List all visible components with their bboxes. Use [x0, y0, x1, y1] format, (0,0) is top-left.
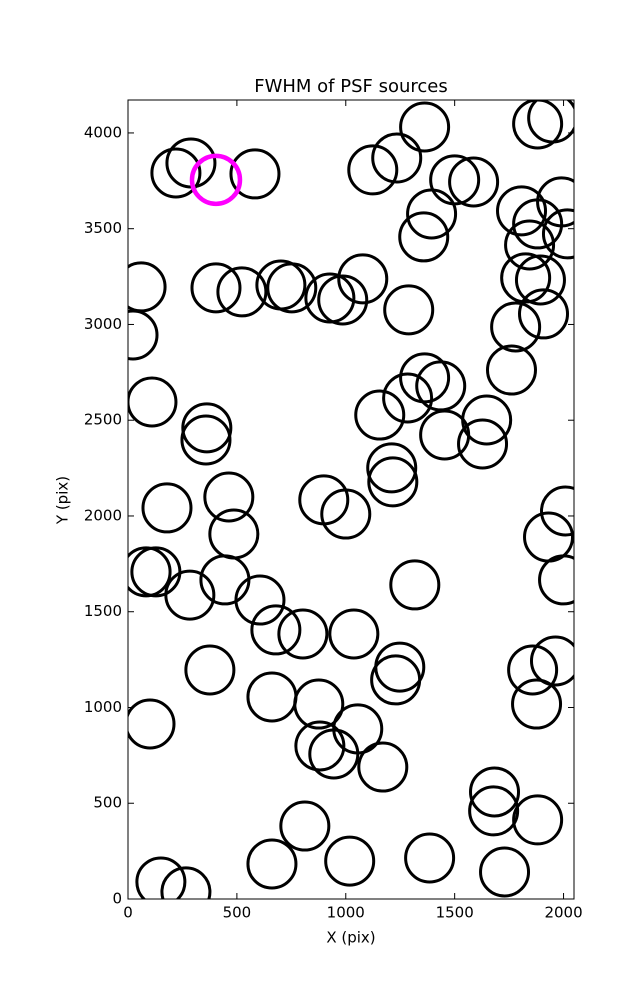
x-tick-label: 500: [223, 904, 252, 922]
source-circle: [250, 604, 302, 656]
source-circle: [354, 389, 406, 441]
source-circle: [538, 554, 574, 606]
source-circle: [298, 474, 350, 526]
x-tick-label: 1500: [436, 904, 474, 922]
source-circle: [496, 185, 548, 237]
source-circle: [164, 569, 216, 621]
source-circle: [398, 211, 450, 263]
source-circle: [406, 188, 458, 240]
source-circle: [367, 456, 419, 508]
y-tick-label: 2500: [84, 411, 122, 429]
source-circle: [189, 153, 243, 207]
source-circle: [404, 832, 456, 884]
source-circle: [541, 208, 574, 260]
source-circle: [457, 418, 509, 470]
source-circle: [135, 856, 187, 899]
source-circle: [536, 176, 574, 228]
source-circle: [293, 678, 345, 730]
source-circle: [150, 147, 202, 199]
source-circle: [216, 266, 268, 318]
source-circle: [383, 284, 435, 336]
source-circle: [512, 100, 564, 150]
source-circle: [371, 132, 423, 184]
source-circle: [529, 635, 574, 687]
source-circle: [370, 654, 422, 706]
source-circle: [479, 846, 531, 898]
x-axis-label: X (pix): [326, 929, 375, 947]
source-circle: [389, 559, 441, 611]
source-circle: [419, 409, 471, 461]
source-circle: [507, 644, 559, 696]
source-circle: [366, 442, 418, 494]
source-circle: [246, 671, 298, 723]
y-tick-label: 1000: [84, 698, 122, 716]
source-circle: [511, 678, 563, 730]
chart-title: FWHM of PSF sources: [254, 76, 448, 97]
source-circle: [540, 485, 574, 537]
source-circle: [518, 288, 570, 340]
source-circle: [324, 835, 376, 887]
y-tick-label: 3500: [84, 219, 122, 237]
source-circle: [485, 344, 537, 396]
x-tick-label: 2000: [544, 904, 582, 922]
y-tick-label: 1500: [84, 602, 122, 620]
source-circle: [317, 274, 369, 326]
y-tick-label: 500: [93, 794, 122, 812]
source-circle: [512, 794, 564, 846]
source-circle: [490, 301, 542, 353]
source-circle: [347, 144, 399, 196]
source-circle: [208, 508, 260, 560]
plot-area: [128, 100, 574, 899]
source-circle: [382, 372, 434, 424]
y-tick-label: 3000: [84, 315, 122, 333]
source-circle: [246, 838, 298, 890]
source-circle: [328, 608, 380, 660]
source-circle: [294, 720, 346, 772]
source-circle: [304, 272, 356, 324]
source-circle: [277, 608, 329, 660]
axes-frame: [127, 99, 575, 900]
source-circle: [527, 100, 574, 144]
source-circle: [448, 156, 500, 208]
source-circle: [160, 866, 212, 899]
y-axis-label: Y (pix): [54, 476, 72, 525]
source-circle: [320, 488, 372, 540]
source-circle: [415, 360, 467, 412]
source-circle: [523, 511, 574, 563]
source-circle: [128, 309, 159, 361]
source-circle: [234, 574, 286, 626]
source-circle: [504, 219, 556, 271]
source-circle: [128, 546, 172, 598]
source-circle: [357, 741, 409, 793]
source-circle: [308, 728, 360, 780]
x-tick-label: 0: [123, 904, 133, 922]
x-tick-label: 1000: [327, 904, 365, 922]
source-circle: [266, 262, 318, 314]
y-tick-label: 4000: [84, 123, 122, 141]
source-circle: [141, 482, 193, 534]
source-circle: [130, 546, 182, 598]
source-circle: [184, 644, 236, 696]
source-circle: [190, 262, 242, 314]
source-circle: [468, 785, 520, 837]
source-circle: [500, 252, 552, 304]
source-circle: [128, 698, 176, 750]
source-circle: [181, 402, 233, 454]
source-circle: [337, 253, 389, 305]
source-circle: [279, 800, 331, 852]
source-circle: [514, 254, 566, 306]
source-circle: [203, 471, 255, 523]
source-circle: [180, 414, 232, 466]
source-circle: [128, 376, 178, 428]
source-circle: [399, 101, 451, 153]
y-tick-label: 0: [112, 890, 122, 908]
y-tick-label: 2000: [84, 506, 122, 524]
source-circle: [128, 261, 167, 313]
source-circle: [229, 148, 281, 200]
source-circle: [469, 766, 521, 818]
